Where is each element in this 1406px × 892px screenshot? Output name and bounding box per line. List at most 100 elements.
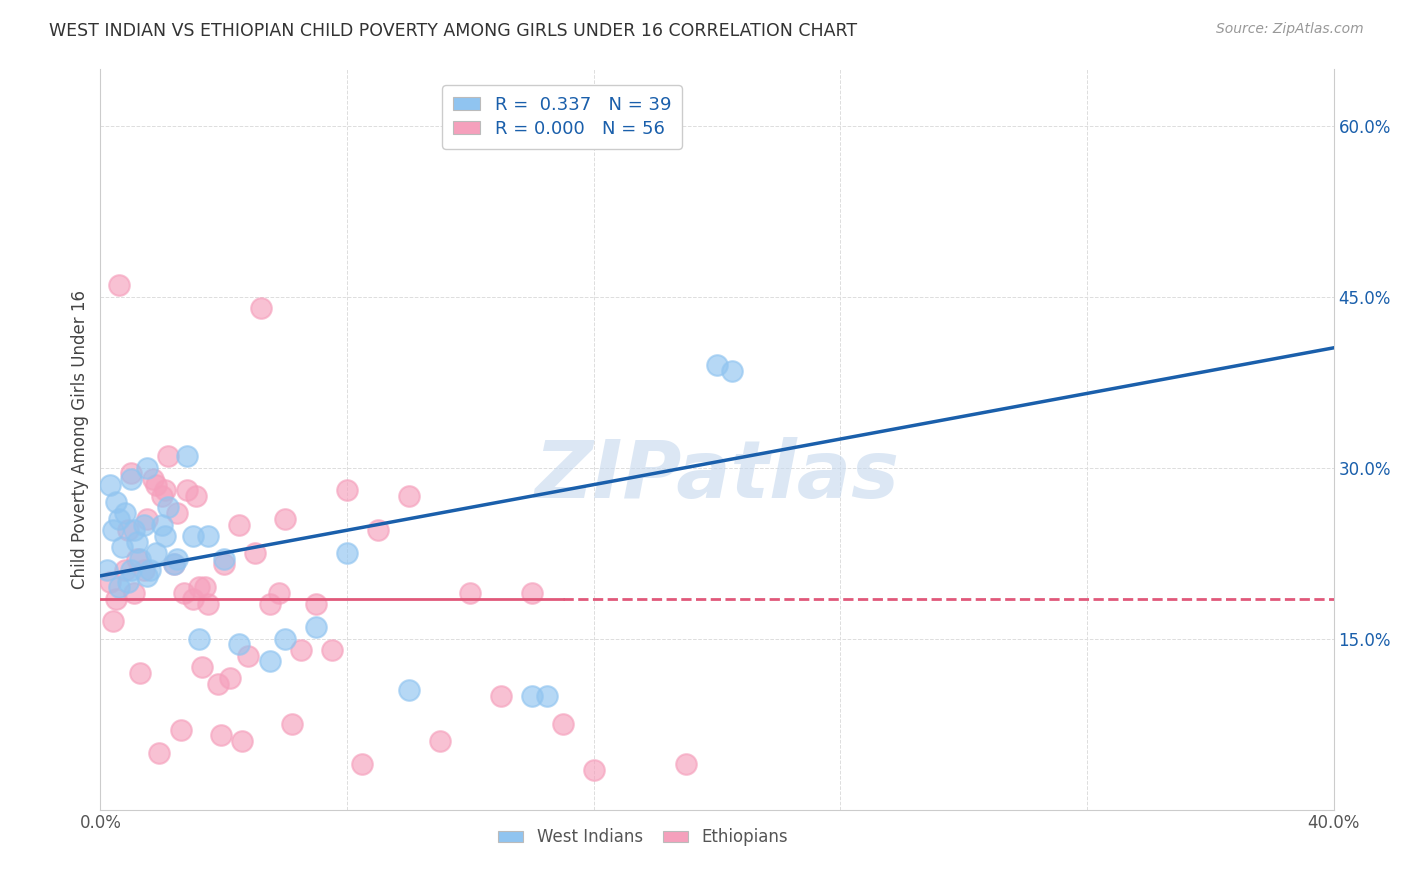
Point: [551, 717, 574, 731]
Point: [157, 500, 180, 515]
Y-axis label: Child Poverty Among Girls Under 16: Child Poverty Among Girls Under 16: [72, 290, 89, 589]
Point: [142, 472, 165, 486]
Point: [98, 477, 121, 491]
Point: [228, 517, 250, 532]
Point: [129, 551, 152, 566]
Point: [184, 489, 207, 503]
Point: [181, 591, 204, 606]
Point: [127, 551, 149, 566]
Point: [280, 717, 302, 731]
Point: [127, 534, 149, 549]
Point: [153, 529, 176, 543]
Point: [150, 517, 173, 532]
Point: [104, 591, 127, 606]
Point: [194, 580, 217, 594]
Text: Source: ZipAtlas.com: Source: ZipAtlas.com: [1216, 22, 1364, 37]
Point: [290, 643, 312, 657]
Point: [188, 580, 211, 594]
Point: [191, 660, 214, 674]
Point: [117, 574, 139, 589]
Point: [114, 506, 136, 520]
Point: [108, 580, 131, 594]
Point: [218, 672, 240, 686]
Point: [135, 512, 157, 526]
Point: [122, 586, 145, 600]
Point: [721, 364, 744, 378]
Point: [209, 728, 232, 742]
Point: [166, 506, 188, 520]
Point: [231, 734, 253, 748]
Point: [188, 632, 211, 646]
Point: [207, 677, 229, 691]
Point: [135, 460, 157, 475]
Point: [259, 598, 281, 612]
Point: [114, 563, 136, 577]
Point: [120, 472, 142, 486]
Point: [212, 551, 235, 566]
Point: [243, 546, 266, 560]
Point: [269, 586, 291, 600]
Point: [336, 483, 359, 498]
Point: [274, 512, 297, 526]
Point: [429, 734, 451, 748]
Point: [582, 763, 605, 777]
Point: [228, 637, 250, 651]
Point: [132, 517, 155, 532]
Point: [153, 483, 176, 498]
Point: [163, 558, 186, 572]
Point: [111, 541, 134, 555]
Point: [104, 494, 127, 508]
Point: [489, 689, 512, 703]
Point: [173, 586, 195, 600]
Point: [169, 723, 191, 737]
Point: [122, 523, 145, 537]
Point: [138, 563, 160, 577]
Point: [108, 278, 131, 293]
Point: [520, 586, 543, 600]
Point: [176, 449, 198, 463]
Text: WEST INDIAN VS ETHIOPIAN CHILD POVERTY AMONG GIRLS UNDER 16 CORRELATION CHART: WEST INDIAN VS ETHIOPIAN CHILD POVERTY A…: [49, 22, 858, 40]
Point: [145, 546, 167, 560]
Point: [176, 483, 198, 498]
Point: [98, 574, 121, 589]
Point: [157, 449, 180, 463]
Point: [398, 682, 420, 697]
Point: [132, 563, 155, 577]
Text: ZIPatlas: ZIPatlas: [534, 437, 900, 515]
Point: [96, 563, 118, 577]
Point: [212, 558, 235, 572]
Point: [197, 529, 219, 543]
Point: [305, 598, 328, 612]
Point: [148, 746, 170, 760]
Point: [675, 756, 697, 771]
Point: [398, 489, 420, 503]
Point: [120, 563, 142, 577]
Point: [145, 477, 167, 491]
Point: [150, 489, 173, 503]
Point: [101, 523, 124, 537]
Point: [706, 358, 728, 372]
Point: [108, 512, 131, 526]
Point: [536, 689, 558, 703]
Point: [352, 756, 374, 771]
Point: [238, 648, 260, 663]
Legend: R =  0.337   N = 39, R = 0.000   N = 56: R = 0.337 N = 39, R = 0.000 N = 56: [443, 85, 682, 149]
Point: [460, 586, 482, 600]
Point: [163, 558, 186, 572]
Point: [520, 689, 543, 703]
Point: [135, 569, 157, 583]
Point: [274, 632, 297, 646]
Point: [197, 598, 219, 612]
Point: [129, 665, 152, 680]
Point: [321, 643, 343, 657]
Point: [117, 523, 139, 537]
Point: [181, 529, 204, 543]
Point: [120, 467, 142, 481]
Point: [305, 620, 328, 634]
Point: [101, 615, 124, 629]
Point: [259, 654, 281, 668]
Point: [367, 523, 389, 537]
Point: [166, 551, 188, 566]
Point: [249, 301, 271, 315]
Point: [336, 546, 359, 560]
